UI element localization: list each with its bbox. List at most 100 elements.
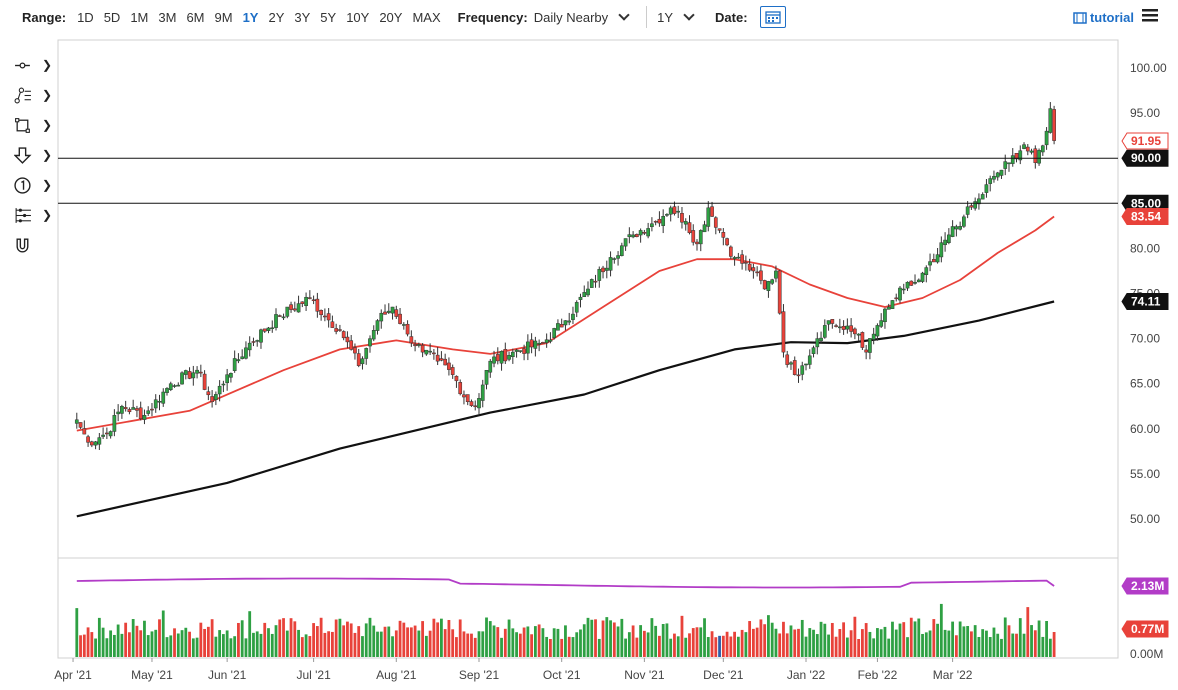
tutorial-link[interactable]: tutorial [1073,10,1134,25]
candle [353,343,357,360]
volume-bar [436,622,440,657]
period-select[interactable]: 1Y [657,9,701,25]
candle [676,205,681,219]
candle [285,306,290,319]
volume-bar [721,635,725,657]
range-button-5y[interactable]: 5Y [320,9,337,25]
volume-bar [966,626,970,657]
range-button-1m[interactable]: 1M [130,9,149,25]
candle [465,394,470,406]
volume-bar [691,628,695,657]
volume-bar [977,636,981,657]
range-button-6m[interactable]: 6M [186,9,205,25]
volume-bar [943,629,947,657]
volume-bar [797,628,800,657]
crosshair-tool-icon [15,62,30,68]
candle [901,283,906,295]
date-tick-label: Nov '21 [624,668,665,682]
candle [747,258,752,272]
date-tick-label: May '21 [131,668,173,682]
volume-bar [161,610,165,657]
volume-bar [387,626,391,657]
volume-bar [86,627,90,657]
arrow-down-tool-icon [14,146,32,164]
candle [507,351,511,362]
range-button-3y[interactable]: 3Y [294,9,311,25]
volume-bar [586,617,590,657]
volume-bar [188,631,191,657]
candle [1029,148,1034,155]
range-button-3m[interactable]: 3M [158,9,177,25]
range-button-5d[interactable]: 5D [103,9,121,25]
volume-bar [868,631,872,657]
candle [244,341,248,360]
volume-bar [210,619,214,657]
rectangle-tool-button[interactable]: ❯ [14,110,54,140]
price-tick-label: 50.00 [1130,512,1160,526]
frequency-select[interactable]: Daily Nearby [534,9,636,25]
volume-average-line [76,577,1055,589]
candle [229,372,233,383]
volume-bar [421,621,425,657]
calendar-button[interactable] [759,6,786,28]
range-button-2y[interactable]: 2Y [268,9,285,25]
volume-bar [785,633,789,657]
volume-bar [184,627,188,657]
calendar-icon [764,11,781,24]
range-button-1y[interactable]: 1Y [242,9,259,25]
candle [992,170,996,183]
range-button-max[interactable]: MAX [412,9,441,25]
candle [274,308,278,331]
volume-bar [541,628,545,657]
crosshair-tool-button[interactable]: ❯ [14,50,54,80]
candle [571,306,575,325]
volume-bar [511,628,515,657]
candle [770,278,775,286]
range-button-20y[interactable]: 20Y [379,9,403,25]
volume-bar [909,617,913,657]
candle [815,332,820,355]
candle [74,412,79,429]
line-tool-button[interactable]: ❯ [14,80,54,110]
volume-bar [778,633,782,657]
volume-bar [545,636,549,657]
range-button-1d[interactable]: 1D [77,9,94,25]
candle [736,252,741,259]
candle [326,308,331,328]
menu-button[interactable] [1142,8,1158,27]
volume-bar [319,617,323,657]
volume-bar [409,627,413,657]
volume-bar [214,636,218,657]
candle [619,242,624,257]
candle [161,388,166,407]
range-button-10y[interactable]: 10Y [346,9,370,25]
candle [375,319,380,335]
candle [450,364,455,379]
candle [379,309,384,329]
candle [713,216,718,235]
candle [631,231,635,239]
candle [443,353,448,366]
svg-text:83.54: 83.54 [1131,209,1161,223]
candle [781,304,786,358]
volume-bar [379,631,383,657]
volume-bar [706,637,710,657]
price-tick-label: 65.00 [1130,377,1160,391]
arrow-down-tool-button[interactable]: ❯ [14,140,54,170]
range-button-9m[interactable]: 9M [214,9,233,25]
chevron-right-icon: ❯ [42,58,53,72]
candle [935,248,940,264]
volume-bar [1026,607,1030,657]
annotation-number-button[interactable]: ❯ [14,170,54,200]
volume-bar [635,637,639,657]
volume-bars [75,577,1056,657]
volume-bar [75,608,79,657]
volume-bar [383,626,387,657]
fibonacci-tool-button[interactable]: ❯ [14,200,54,230]
volume-bar [406,627,409,657]
candle [811,345,816,358]
magnet-button[interactable] [14,230,54,260]
candle [112,409,117,437]
volume-bar [616,626,620,657]
